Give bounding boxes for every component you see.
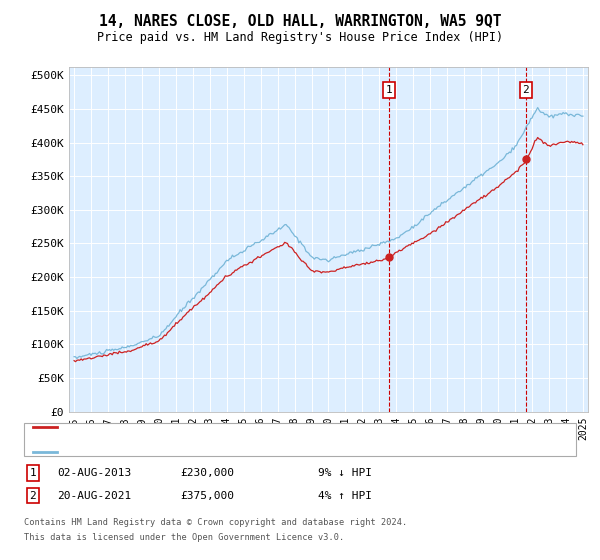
Text: £230,000: £230,000 xyxy=(180,468,234,478)
Text: HPI: Average price, detached house, Warrington: HPI: Average price, detached house, Warr… xyxy=(60,447,347,457)
Text: 2: 2 xyxy=(523,85,529,95)
Text: £375,000: £375,000 xyxy=(180,491,234,501)
Text: 2: 2 xyxy=(29,491,37,501)
Text: 4% ↑ HPI: 4% ↑ HPI xyxy=(318,491,372,501)
Text: 02-AUG-2013: 02-AUG-2013 xyxy=(57,468,131,478)
Text: 1: 1 xyxy=(386,85,392,95)
Text: This data is licensed under the Open Government Licence v3.0.: This data is licensed under the Open Gov… xyxy=(24,533,344,542)
Text: 20-AUG-2021: 20-AUG-2021 xyxy=(57,491,131,501)
Text: 9% ↓ HPI: 9% ↓ HPI xyxy=(318,468,372,478)
Text: 14, NARES CLOSE, OLD HALL, WARRINGTON, WA5 9QT (detached house): 14, NARES CLOSE, OLD HALL, WARRINGTON, W… xyxy=(60,422,454,432)
Text: 14, NARES CLOSE, OLD HALL, WARRINGTON, WA5 9QT: 14, NARES CLOSE, OLD HALL, WARRINGTON, W… xyxy=(99,14,501,29)
Text: Price paid vs. HM Land Registry's House Price Index (HPI): Price paid vs. HM Land Registry's House … xyxy=(97,31,503,44)
Text: 1: 1 xyxy=(29,468,37,478)
Text: Contains HM Land Registry data © Crown copyright and database right 2024.: Contains HM Land Registry data © Crown c… xyxy=(24,518,407,527)
